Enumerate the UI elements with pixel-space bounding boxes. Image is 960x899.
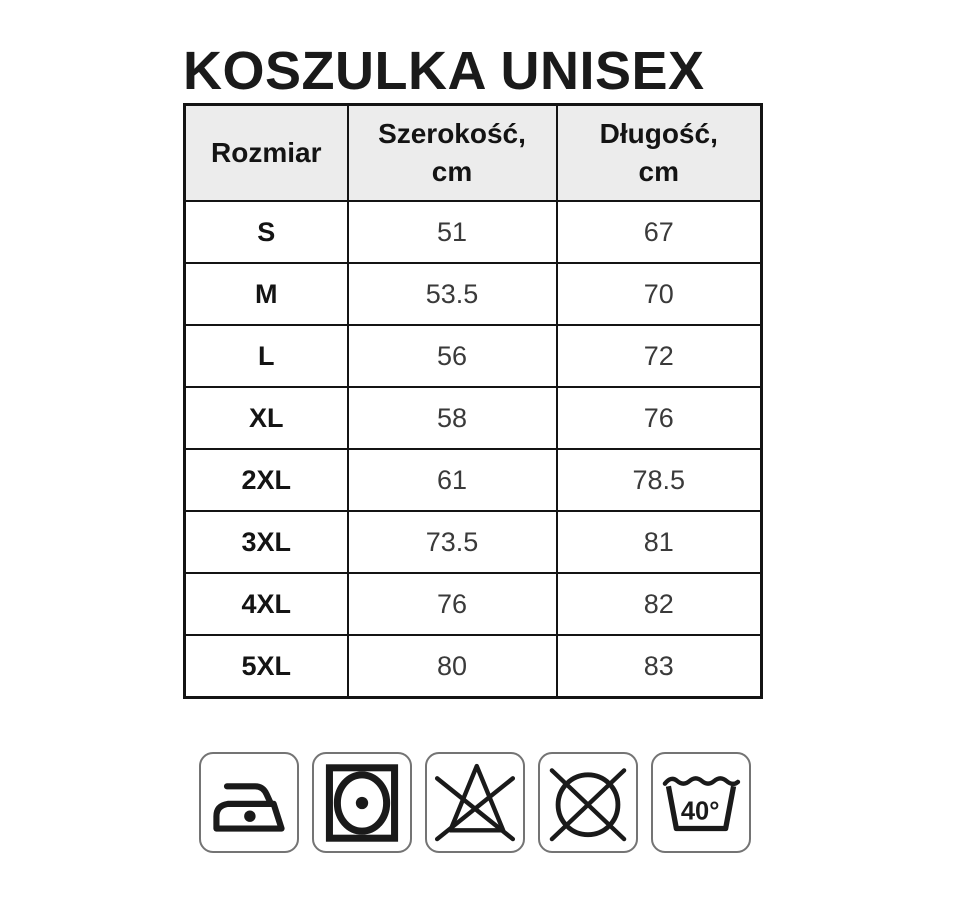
col-header-dlugosc: Długość, cm <box>555 103 763 202</box>
wash-40-icon: 40° <box>651 752 751 853</box>
size-cell: M <box>183 262 349 326</box>
length-cell: 82 <box>555 572 763 636</box>
size-table: Rozmiar Szerokość, cm Długość, cm S 51 6… <box>183 103 763 699</box>
table-row: 4XL 76 82 <box>183 572 763 636</box>
width-cell: 76 <box>346 572 558 636</box>
care-symbols-row: 40° <box>199 752 751 853</box>
iron-icon <box>199 752 299 853</box>
length-cell: 83 <box>555 634 763 699</box>
width-cell: 56 <box>346 324 558 388</box>
width-cell: 61 <box>346 448 558 512</box>
length-cell: 81 <box>555 510 763 574</box>
width-cell: 58 <box>346 386 558 450</box>
width-cell: 73.5 <box>346 510 558 574</box>
size-cell: 4XL <box>183 572 349 636</box>
table-header-row: Rozmiar Szerokość, cm Długość, cm <box>183 103 763 202</box>
size-cell: L <box>183 324 349 388</box>
size-cell: S <box>183 200 349 264</box>
table-row: 5XL 80 83 <box>183 634 763 699</box>
wash-temp-label: 40° <box>681 797 720 825</box>
size-cell: 5XL <box>183 634 349 699</box>
length-cell: 70 <box>555 262 763 326</box>
col-header-rozmiar: Rozmiar <box>183 103 349 202</box>
page-title: KOSZULKA UNISEX <box>183 41 705 101</box>
table-row: L 56 72 <box>183 324 763 388</box>
table-row: XL 58 76 <box>183 386 763 450</box>
do-not-bleach-icon <box>425 752 525 853</box>
table-row: 2XL 61 78.5 <box>183 448 763 512</box>
size-cell: 2XL <box>183 448 349 512</box>
length-cell: 72 <box>555 324 763 388</box>
table-row: S 51 67 <box>183 200 763 264</box>
do-not-dry-clean-icon <box>538 752 638 853</box>
length-cell: 76 <box>555 386 763 450</box>
size-cell: 3XL <box>183 510 349 574</box>
length-cell: 78.5 <box>555 448 763 512</box>
width-cell: 51 <box>346 200 558 264</box>
width-cell: 53.5 <box>346 262 558 326</box>
size-cell: XL <box>183 386 349 450</box>
table-row: M 53.5 70 <box>183 262 763 326</box>
table-row: 3XL 73.5 81 <box>183 510 763 574</box>
length-cell: 67 <box>555 200 763 264</box>
col-header-szerokosc: Szerokość, cm <box>346 103 558 202</box>
tumble-dry-icon <box>312 752 412 853</box>
width-cell: 80 <box>346 634 558 699</box>
